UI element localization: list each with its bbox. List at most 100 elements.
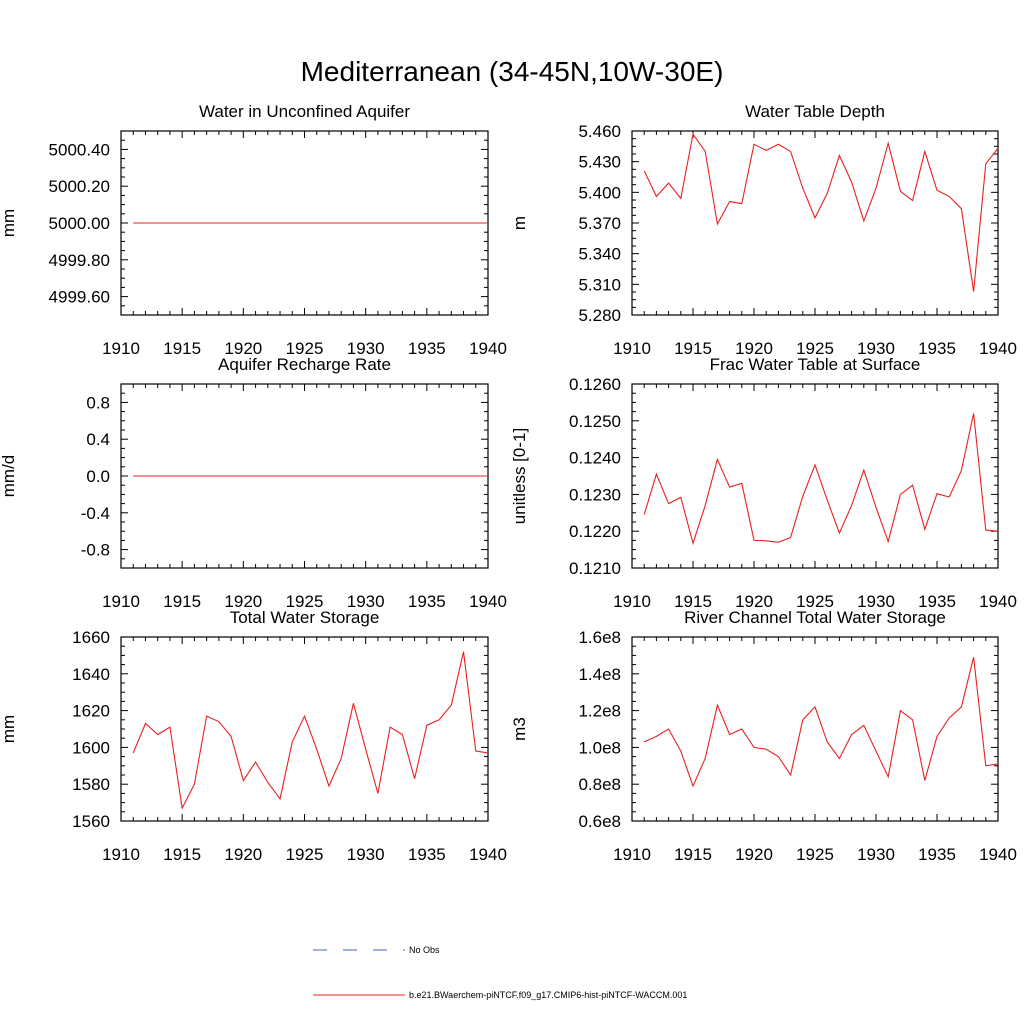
x-tick-label: 1920 — [735, 845, 773, 864]
x-tick-label: 1940 — [979, 845, 1017, 864]
x-tick-label: 1925 — [286, 845, 324, 864]
x-tick-label: 1910 — [613, 339, 651, 358]
x-tick-label: 1940 — [469, 592, 507, 611]
y-tick-label: 0.8 — [86, 393, 110, 412]
y-axis-label: mm/d — [0, 455, 18, 498]
y-tick-label: 5000.20 — [49, 177, 110, 196]
y-tick-label: 5.400 — [578, 183, 621, 202]
y-tick-label: 1580 — [72, 775, 110, 794]
x-tick-label: 1925 — [796, 339, 834, 358]
y-tick-label: -0.8 — [81, 541, 110, 560]
x-tick-label: 1910 — [102, 845, 140, 864]
panel-4: Frac Water Table at Surface unitless [0-1… — [510, 355, 1017, 611]
panel-1: Water in Unconfined Aquifer mm 1910 1915 192… — [0, 102, 507, 358]
y-axis-label: mm — [0, 715, 18, 743]
legend: No Obs b.e21.BWaerchem-piNTCF.f09_g17.CM… — [313, 945, 687, 1000]
series-line — [132, 651, 489, 810]
y-tick-label: 5.340 — [578, 245, 621, 264]
y-tick-label: 4999.80 — [49, 251, 110, 270]
x-tick-label: 1915 — [674, 592, 712, 611]
series-line — [643, 132, 999, 292]
x-tick-label: 1920 — [224, 339, 262, 358]
y-tick-label: 5000.00 — [49, 214, 110, 233]
panel-6: River Channel Total Water Storage m3 1910 1… — [510, 608, 1017, 864]
x-tick-label: 1940 — [469, 845, 507, 864]
x-tick-label: 1925 — [796, 845, 834, 864]
legend-label-model: b.e21.BWaerchem-piNTCF.f09_g17.CMIP6-his… — [409, 990, 687, 1000]
x-tick-label: 1925 — [286, 339, 324, 358]
x-tick-label: 1920 — [735, 339, 773, 358]
x-tick-label: 1935 — [918, 845, 956, 864]
y-tick-label: 0.1220 — [569, 522, 621, 541]
x-tick-label: 1915 — [163, 339, 201, 358]
panel-5: Total Water Storage mm 1910 1915 1920 1925 193… — [0, 608, 507, 864]
y-tick-label: 1660 — [72, 628, 110, 647]
y-tick-label: 5.280 — [578, 306, 621, 325]
x-tick-label: 1915 — [163, 592, 201, 611]
y-tick-label: 1.0e8 — [578, 738, 621, 757]
y-axis-label: unitless [0-1] — [510, 428, 529, 524]
y-tick-label: 4999.60 — [49, 288, 110, 307]
x-tick-label: 1925 — [286, 592, 324, 611]
panel-title: River Channel Total Water Storage — [684, 608, 946, 627]
y-tick-label: 1.6e8 — [578, 628, 621, 647]
y-tick-label: 0.1260 — [569, 375, 621, 394]
x-tick-label: 1935 — [408, 339, 446, 358]
x-tick-label: 1930 — [347, 592, 385, 611]
y-tick-label: 0.1210 — [569, 559, 621, 578]
plot-frame — [631, 383, 999, 569]
x-tick-label: 1930 — [857, 339, 895, 358]
y-tick-label: 5.430 — [578, 153, 621, 172]
x-tick-label: 1920 — [224, 592, 262, 611]
plot-frame — [120, 636, 489, 822]
x-tick-label: 1910 — [102, 339, 140, 358]
y-tick-label: 1560 — [72, 812, 110, 831]
x-tick-label: 1915 — [674, 339, 712, 358]
y-tick-label: 0.6e8 — [578, 812, 621, 831]
y-tick-label: 0.1240 — [569, 449, 621, 468]
y-tick-label: 0.8e8 — [578, 775, 621, 794]
x-tick-label: 1940 — [979, 592, 1017, 611]
x-tick-label: 1935 — [918, 592, 956, 611]
panel-2: Water Table Depth m 1910 1915 1920 1925 1930 19… — [510, 102, 1017, 358]
x-tick-label: 1910 — [102, 592, 140, 611]
y-axis-label: m3 — [510, 717, 529, 741]
panel-title: Total Water Storage — [230, 608, 380, 627]
y-tick-label: 5.370 — [578, 214, 621, 233]
x-tick-label: 1910 — [613, 845, 651, 864]
y-tick-label: 1.4e8 — [578, 665, 621, 684]
panel-title: Frac Water Table at Surface — [710, 355, 921, 374]
y-axis-label: m — [510, 216, 529, 230]
x-tick-label: 1910 — [613, 592, 651, 611]
panel-title: Water Table Depth — [745, 102, 885, 121]
plot-frame — [631, 130, 999, 316]
x-tick-label: 1915 — [674, 845, 712, 864]
y-tick-label: 0.4 — [86, 430, 110, 449]
y-tick-label: 0.1250 — [569, 412, 621, 431]
panel-title: Aquifer Recharge Rate — [218, 355, 391, 374]
x-tick-label: 1935 — [408, 592, 446, 611]
y-tick-label: 0.1230 — [569, 485, 621, 504]
x-tick-label: 1930 — [347, 845, 385, 864]
series-line — [643, 657, 999, 788]
x-tick-label: 1930 — [857, 592, 895, 611]
x-tick-label: 1930 — [857, 845, 895, 864]
y-axis-label: mm — [0, 209, 18, 237]
y-tick-label: 1600 — [72, 738, 110, 757]
y-tick-label: -0.4 — [81, 504, 110, 523]
panel-title: Water in Unconfined Aquifer — [199, 102, 410, 121]
y-tick-label: 1620 — [72, 702, 110, 721]
y-tick-label: 0.0 — [86, 467, 110, 486]
x-tick-label: 1935 — [408, 845, 446, 864]
panel-3: Aquifer Recharge Rate mm/d 1910 1915 1920 192… — [0, 355, 507, 611]
x-tick-label: 1920 — [735, 592, 773, 611]
x-tick-label: 1925 — [796, 592, 834, 611]
legend-label-no-obs: No Obs — [409, 945, 440, 955]
y-tick-label: 5000.40 — [49, 140, 110, 159]
x-tick-label: 1930 — [347, 339, 385, 358]
y-tick-label: 5.310 — [578, 275, 621, 294]
y-tick-label: 1640 — [72, 665, 110, 684]
x-tick-label: 1940 — [469, 339, 507, 358]
x-tick-label: 1920 — [224, 845, 262, 864]
